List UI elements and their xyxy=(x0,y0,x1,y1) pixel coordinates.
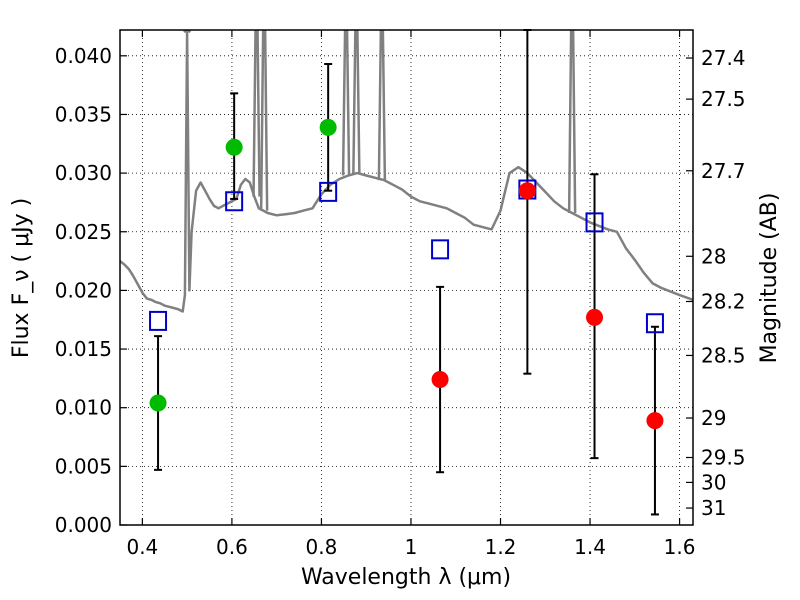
y-tick-label: 0.030 xyxy=(55,161,112,185)
emission-line xyxy=(259,30,269,211)
x-tick-label: 0.4 xyxy=(126,535,158,559)
x-tick-label: 0.6 xyxy=(216,535,248,559)
observed-point-circle xyxy=(431,371,449,389)
x-tick-label: 1 xyxy=(405,535,418,559)
right-tick-label: 28 xyxy=(701,244,726,268)
y-tick-label: 0.020 xyxy=(55,278,112,302)
model-point-square xyxy=(225,191,244,212)
y-axis-ticks: 0.000 0.005 0.010 0.015 0.020 0.025 0.030 0.035… xyxy=(55,44,127,537)
x-tick-label: 0.8 xyxy=(306,535,338,559)
right-tick-label: 30 xyxy=(701,470,726,494)
y-tick-label: 0.005 xyxy=(55,454,112,478)
emission-line xyxy=(183,30,192,34)
right-tick-label: 28.2 xyxy=(701,289,746,313)
error-bars xyxy=(154,29,659,516)
model-point-square xyxy=(585,212,604,233)
right-tick-label: 29.5 xyxy=(701,446,746,470)
x-tick-label: 1.6 xyxy=(664,535,696,559)
observed-point-circle xyxy=(319,118,337,136)
data-points xyxy=(149,118,664,430)
x-axis-label: Wavelength λ (μm) xyxy=(301,565,511,590)
observed-point-circle xyxy=(225,138,243,156)
y-tick-label: 0.025 xyxy=(55,220,112,244)
grid-lines xyxy=(120,30,693,526)
x-tick-label: 1.2 xyxy=(485,535,517,559)
x-axis-ticks: 0.4 0.6 0.8 1 1.2 1.4 1.6 xyxy=(126,30,695,559)
right-tick-label: 27.7 xyxy=(701,159,746,183)
model-point-square xyxy=(645,313,664,334)
plot-frame xyxy=(119,29,694,526)
observed-point-circle xyxy=(518,182,536,200)
model-point-square xyxy=(319,181,338,202)
y-tick-label: 0.000 xyxy=(55,513,112,537)
observed-point-circle xyxy=(586,308,604,326)
observed-point-circle xyxy=(149,394,167,412)
spectrum-line xyxy=(120,31,693,313)
sed-spectrum xyxy=(120,30,693,313)
right-tick-label: 31 xyxy=(701,496,726,520)
y-tick-label: 0.010 xyxy=(55,396,112,420)
y-tick-label: 0.035 xyxy=(55,102,112,126)
right-tick-label: 28.5 xyxy=(701,343,746,367)
model-point-square xyxy=(149,310,168,331)
right-tick-label: 29 xyxy=(701,406,726,430)
emission-line xyxy=(252,30,261,197)
model-point-square xyxy=(431,239,450,260)
y-tick-label: 0.040 xyxy=(55,44,112,68)
emission-line xyxy=(567,30,577,213)
right-tick-label: 27.4 xyxy=(701,46,746,70)
observed-point-circle xyxy=(646,412,664,430)
x-tick-label: 1.4 xyxy=(574,535,606,559)
y-tick-label: 0.015 xyxy=(55,337,112,361)
y-axis-label: Flux F_ν ( μJy ) xyxy=(9,198,34,358)
emission-line xyxy=(377,30,387,181)
right-tick-label: 27.5 xyxy=(701,87,746,111)
right-axis-label: Magnitude (AB) xyxy=(757,193,782,364)
emission-line xyxy=(341,30,351,176)
emission-line xyxy=(352,30,361,174)
